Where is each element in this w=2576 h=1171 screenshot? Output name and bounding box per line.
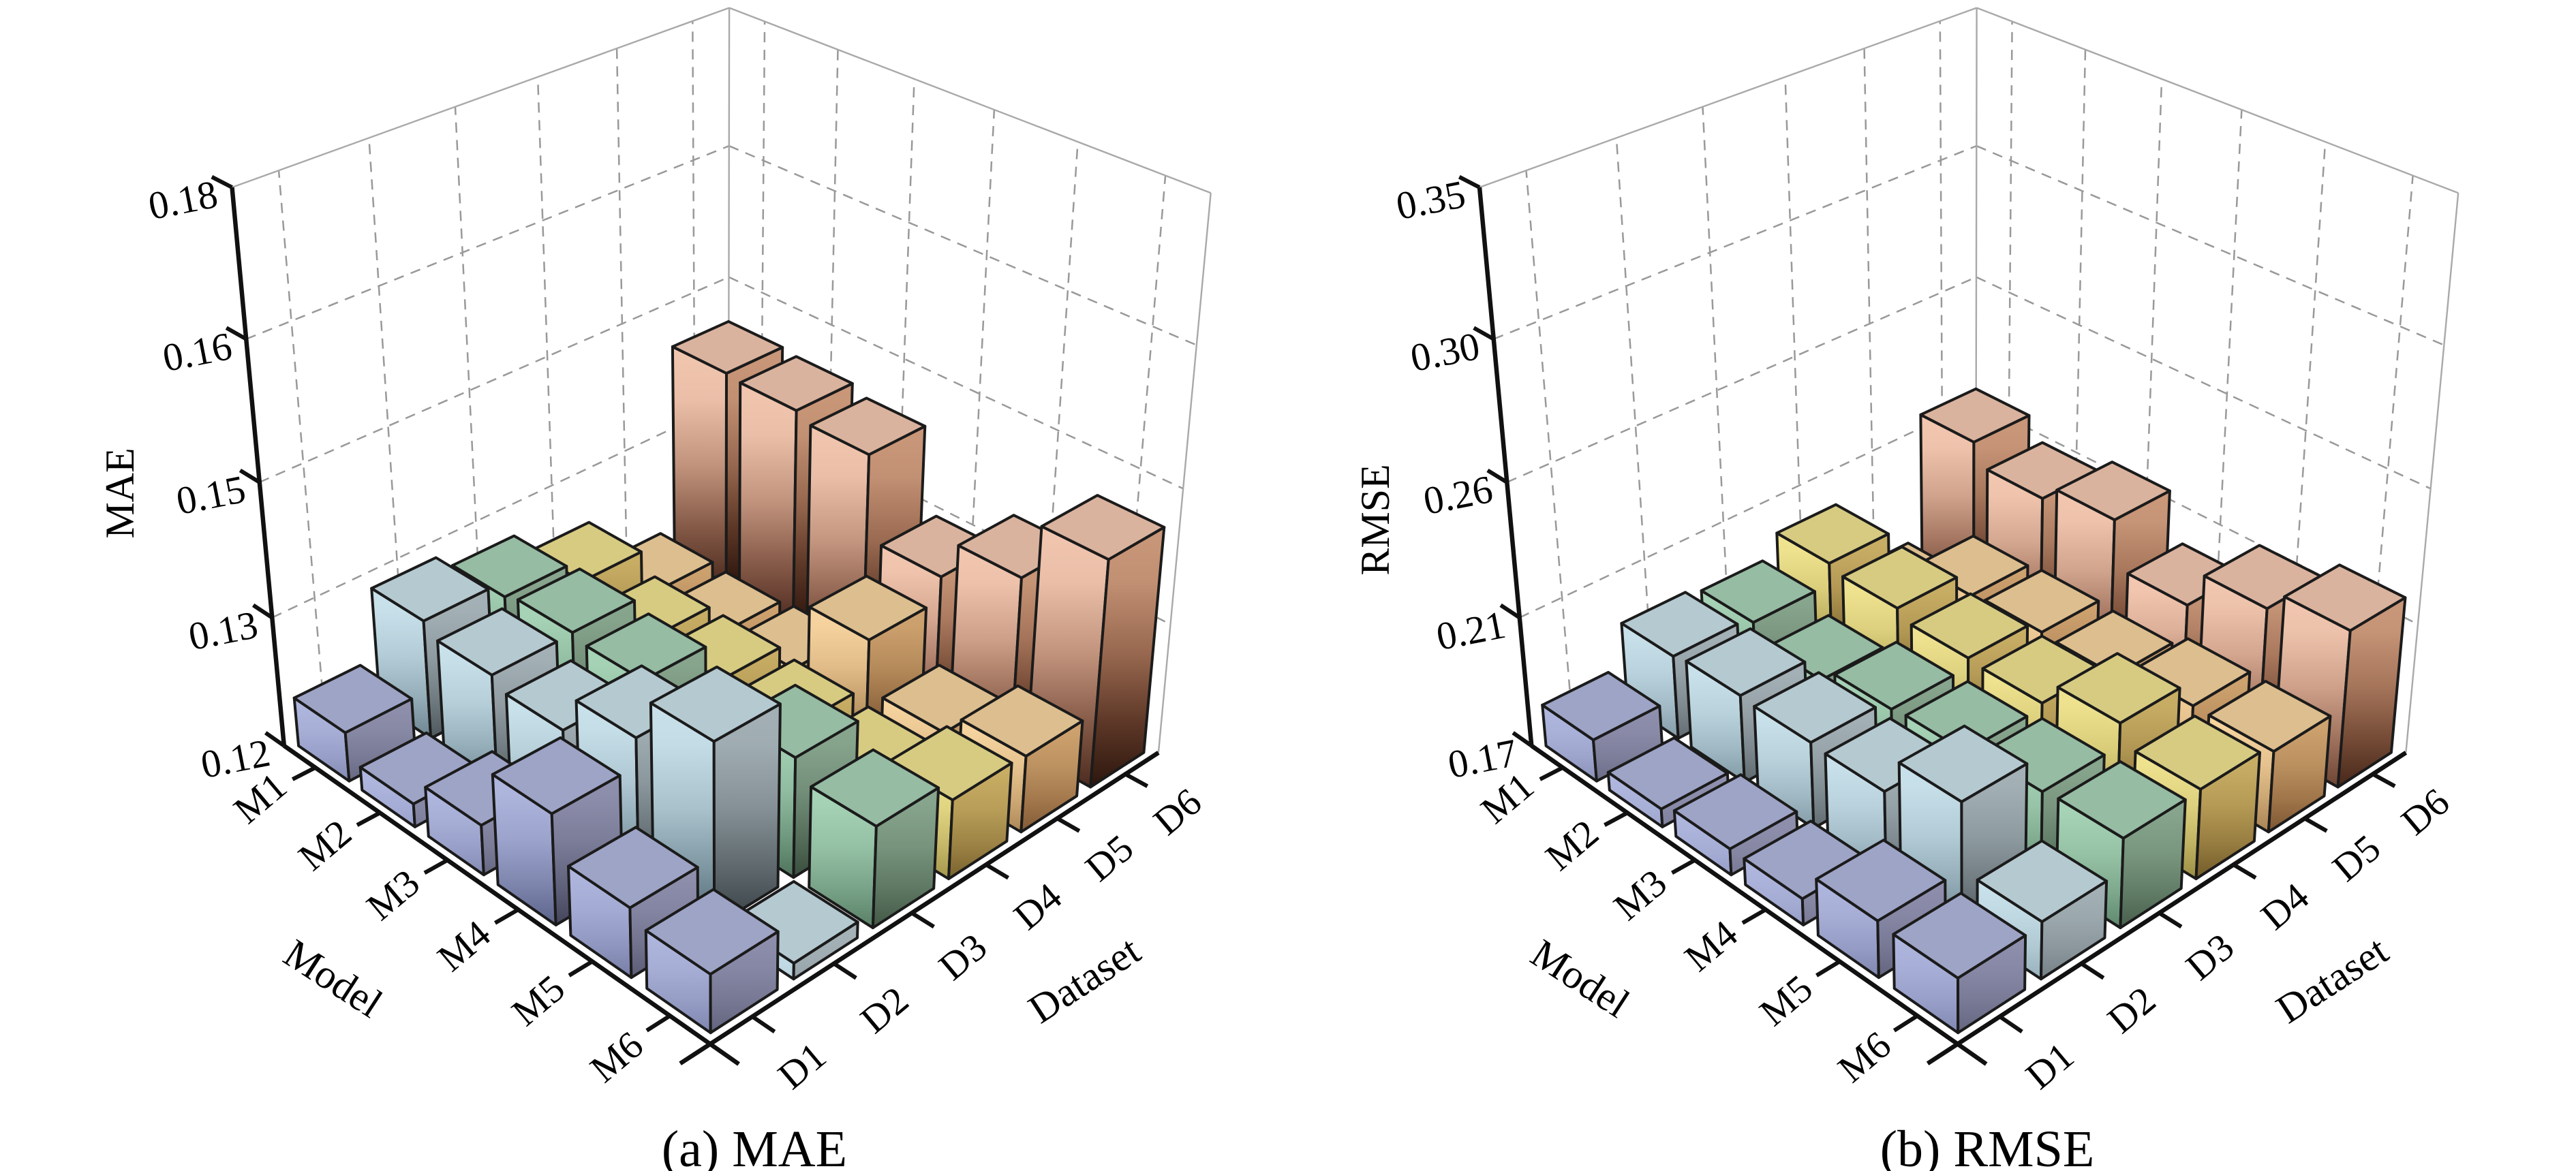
svg-text:RMSE: RMSE (1353, 464, 1398, 575)
svg-text:MAE: MAE (97, 448, 142, 538)
svg-text:(a) MAE: (a) MAE (662, 1121, 847, 1171)
svg-text:(b) RMSE: (b) RMSE (1880, 1121, 2095, 1171)
